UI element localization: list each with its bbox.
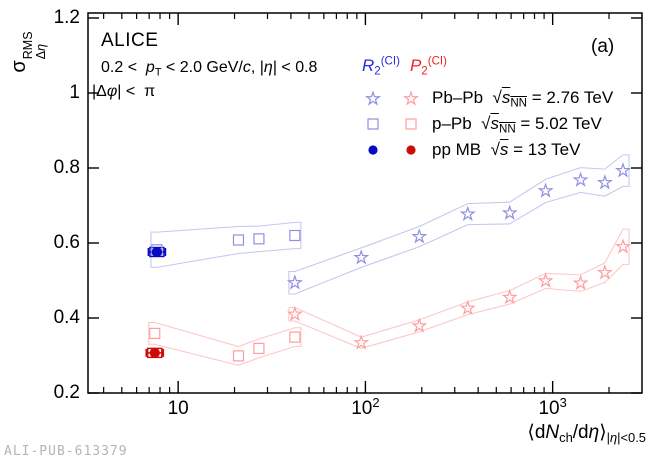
legend-row-square: p–Pb √sNN = 5.02 TeV	[360, 111, 613, 137]
circle-glyph	[368, 145, 378, 155]
star-glyph	[402, 90, 420, 106]
legend-header-p2: P2(CI)	[409, 55, 447, 78]
legend-label: Pb–Pb √sNN = 2.76 TeV	[432, 88, 614, 110]
series-r2-ppb	[151, 229, 301, 256]
y-tick-label: 1.2	[53, 7, 80, 28]
y-tick-label: 0.2	[53, 382, 80, 403]
legend-circle-icon	[368, 145, 378, 155]
star-marker	[459, 299, 476, 316]
series-p2-ppb	[149, 327, 301, 362]
legend-circle-icon	[406, 145, 416, 155]
star-marker	[411, 317, 428, 333]
star-marker	[286, 274, 303, 290]
series-p2-pbpb	[286, 238, 632, 350]
star-marker	[596, 264, 613, 280]
square-glyph	[367, 118, 379, 130]
star-marker	[501, 288, 518, 305]
experiment-label: ALICE	[101, 30, 159, 51]
star-marker	[572, 274, 589, 290]
y-tick-label: 1	[69, 82, 80, 103]
square-marker	[253, 342, 265, 354]
star-marker	[353, 334, 370, 350]
star-marker	[537, 272, 554, 288]
square-marker	[289, 331, 301, 343]
star-marker	[572, 171, 589, 187]
y-axis-title: σ RMS Δη	[8, 31, 48, 72]
y-tick-label: 0.8	[53, 157, 80, 178]
legend-header: R2(CI) P2(CI)	[362, 55, 613, 78]
series-r2-pbpb	[286, 162, 632, 290]
circle-marker	[149, 347, 160, 358]
star-glyph	[364, 90, 382, 106]
kinematic-cuts-line2: |Δφ| < π	[92, 83, 156, 100]
legend-star-icon	[364, 90, 382, 106]
square-glyph	[405, 118, 417, 130]
star-marker	[286, 305, 303, 322]
syst-band-p2-pbpb	[288, 228, 630, 349]
square-marker	[232, 234, 245, 246]
star-marker	[353, 249, 370, 265]
series-r2-pp	[151, 246, 163, 258]
star-marker	[614, 238, 632, 254]
legend-square-icon	[367, 118, 379, 130]
legend-label: p–Pb √sNN = 5.02 TeV	[432, 114, 602, 136]
x-tick-label: 103	[538, 394, 567, 419]
watermark: ALI-PUB-613379	[4, 444, 128, 459]
x-tick-label: 102	[351, 394, 380, 419]
legend-star-icon	[402, 90, 420, 106]
star-marker	[596, 174, 613, 190]
star-marker	[459, 205, 476, 221]
legend-label: pp MB √s = 13 TeV	[432, 140, 581, 159]
legend-row-circle: pp MB √s = 13 TeV	[360, 137, 613, 163]
y-tick-label: 0.4	[53, 307, 80, 328]
series-p2-pp	[149, 347, 160, 358]
square-marker	[149, 327, 161, 339]
star-marker	[411, 228, 428, 244]
legend-square-icon	[405, 118, 417, 130]
star-marker	[614, 162, 632, 178]
x-tick-label: 10	[167, 398, 189, 419]
legend: R2(CI) P2(CI) Pb–Pb √sNN = 2.76 TeV p–Pb √…	[360, 56, 613, 163]
square-marker	[232, 350, 245, 362]
y-title-sub: Δη	[34, 43, 48, 60]
square-marker	[253, 233, 265, 245]
legend-header-r2: R2(CI)	[362, 55, 400, 78]
y-title-sigma: σ	[7, 60, 30, 73]
square-marker	[289, 229, 301, 242]
star-marker	[501, 204, 518, 220]
kinematic-cuts-line1: 0.2 < pT < 2.0 GeV/c, |η| < 0.8	[101, 59, 318, 79]
y-tick-label: 0.6	[53, 232, 80, 253]
syst-band-r2-ppb	[150, 221, 302, 268]
syst-band-r2-pbpb	[288, 154, 630, 295]
syst-band-p2-ppb	[148, 321, 302, 366]
x-axis-title: ⟨dNch/dη⟩|η|<0.5	[527, 422, 646, 445]
panel-label: (a)	[591, 36, 615, 57]
legend-row-star: Pb–Pb √sNN = 2.76 TeV	[360, 85, 613, 111]
circle-glyph	[406, 145, 416, 155]
legend-rows: Pb–Pb √sNN = 2.76 TeV p–Pb √sNN = 5.02 Te…	[360, 85, 613, 163]
circle-marker	[151, 246, 163, 258]
star-marker	[537, 182, 554, 198]
